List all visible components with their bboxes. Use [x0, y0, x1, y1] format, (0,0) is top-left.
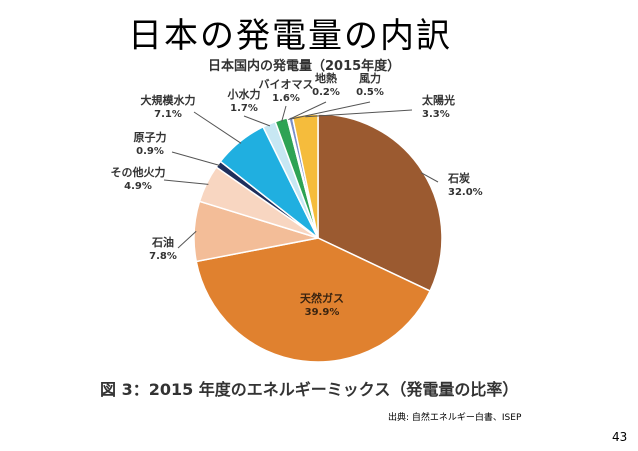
slice-value-label: 7.1%: [154, 109, 182, 120]
slice-value-label: 0.2%: [312, 87, 340, 98]
slice-value-label: 0.9%: [136, 146, 164, 157]
pie-slice: [291, 113, 319, 239]
leader-line: [171, 151, 221, 166]
slice-value-label: 1.7%: [230, 103, 258, 114]
slice-label: その他火力: [111, 165, 166, 179]
slice-value-label: 39.9%: [305, 307, 340, 318]
leader-line: [177, 230, 197, 249]
leader-line: [281, 105, 287, 122]
leader-line: [243, 115, 271, 127]
figure-caption: 図 3：2015 年度のエネルギーミックス（発電量の比率）: [100, 380, 519, 399]
slice-label: 大規模水力: [141, 93, 196, 107]
slice-value-label: 7.8%: [149, 251, 177, 262]
slice-label: 石油: [151, 235, 174, 249]
slice-label: 太陽光: [421, 93, 455, 107]
leader-line: [288, 101, 327, 121]
slice-value-label: 3.3%: [422, 109, 450, 120]
leader-line: [193, 111, 242, 144]
leader-line: [420, 172, 439, 183]
pie-slice: [195, 237, 432, 363]
slice-label: 風力: [359, 71, 381, 85]
source-note: 出典: 自然エネルギー白書、ISEP: [388, 413, 522, 423]
slice-label: バイオマス: [259, 78, 314, 91]
slice-value-label: 4.9%: [124, 181, 152, 192]
chart-title: 日本国内の発電量（2015年度）: [208, 58, 400, 74]
slide-title: 日本の発電量の内訳: [128, 16, 452, 56]
leader-line: [290, 101, 371, 120]
slice-value-label: 0.5%: [356, 87, 384, 98]
leader-line: [163, 179, 209, 185]
page-number: 43: [612, 430, 628, 444]
slice-label: 原子力: [134, 130, 167, 144]
slice-label: 石炭: [447, 171, 470, 185]
slice-label: 天然ガス: [300, 291, 344, 305]
leader-line: [305, 109, 413, 118]
slice-label: 小水力: [227, 87, 261, 101]
slice-label: 地熱: [315, 71, 337, 85]
slice-value-label: 1.6%: [272, 93, 300, 104]
pie-slice: [317, 113, 443, 293]
slice-value-label: 32.0%: [448, 187, 483, 198]
